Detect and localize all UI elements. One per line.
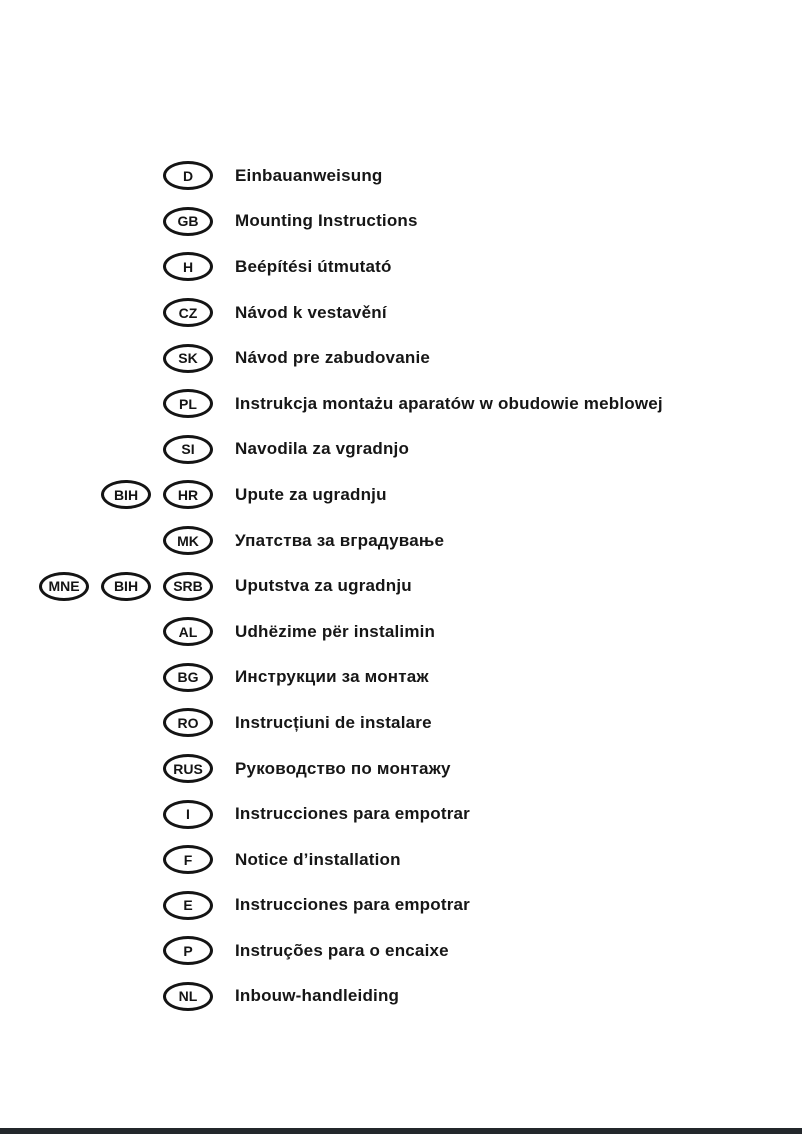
language-row: I Instrucciones para empotrar [0, 791, 663, 837]
language-row-label: Beépítési útmutató [235, 256, 392, 276]
language-code-badge: P [163, 936, 213, 966]
language-row: PL Instrukcja montażu aparatów w obudowie… [0, 381, 663, 427]
language-row-label: Uputstva za ugradnju [235, 576, 412, 596]
language-row-label: Инструкции за монтаж [235, 667, 429, 687]
language-row-label: Instrukcja montażu aparatów w obudowie m… [235, 393, 663, 413]
language-badges: MK [0, 526, 213, 556]
language-badges: PL [0, 389, 213, 419]
language-badges: D [0, 161, 213, 191]
language-row: RUS Руководство по монтажу [0, 746, 663, 792]
language-code-badge: PL [163, 389, 213, 419]
language-row-label: Udhëzime për instalimin [235, 621, 436, 641]
language-row-label: Instrucciones para empotrar [235, 895, 470, 915]
language-row-label: Instrucțiuni de instalare [235, 712, 432, 732]
language-row: F Notice d’installation [0, 837, 663, 883]
language-row-label: Upute za ugradnju [235, 484, 387, 504]
language-row: BG Инструкции за монтаж [0, 655, 663, 701]
language-row-label: Руководство по монтажу [235, 758, 451, 778]
language-badges: F [0, 845, 213, 875]
language-code-badge: SRB [163, 571, 213, 601]
language-row: H Beépítési útmutató [0, 244, 663, 290]
language-badges: H [0, 252, 213, 282]
language-badges: RO [0, 708, 213, 738]
language-row-label: Notice d’installation [235, 849, 401, 869]
language-code-badge: MK [163, 526, 213, 556]
language-row: CZ Návod k vestavění [0, 290, 663, 336]
language-row: E Instrucciones para empotrar [0, 883, 663, 929]
language-code-badge: AL [163, 617, 213, 647]
language-row: SI Navodila za vgradnjo [0, 427, 663, 473]
language-code-badge: MNE [39, 571, 89, 601]
language-row: MNE BIH SRB Uputstva za ugradnju [0, 563, 663, 609]
language-code-badge: E [163, 890, 213, 920]
language-badges: RUS [0, 754, 213, 784]
language-badges: MNE BIH SRB [0, 571, 213, 601]
language-code-badge: I [163, 799, 213, 829]
language-row-label: Упатства за вградување [235, 530, 445, 550]
language-code-badge: HR [163, 480, 213, 510]
language-row: NL Inbouw-handleiding [0, 974, 663, 1020]
language-row-label: Navodila za vgradnjo [235, 439, 410, 459]
language-row: RO Instrucțiuni de instalare [0, 700, 663, 746]
language-badges: NL [0, 981, 213, 1011]
language-code-badge: F [163, 845, 213, 875]
language-row-label: Instruções para o encaixe [235, 940, 449, 960]
language-code-badge: RO [163, 708, 213, 738]
language-code-badge: BIH [101, 480, 151, 510]
language-code-badge: D [163, 161, 213, 191]
language-row-label: Einbauanweisung [235, 165, 383, 185]
language-row: GB Mounting Instructions [0, 199, 663, 245]
language-badges: SK [0, 343, 213, 373]
language-list: D Einbauanweisung GB Mounting Instructions H… [0, 153, 663, 1019]
language-badges: SI [0, 434, 213, 464]
language-row-label: Inbouw-handleiding [235, 986, 400, 1006]
language-row: D Einbauanweisung [0, 153, 663, 199]
language-row: BIH HR Upute za ugradnju [0, 472, 663, 518]
language-row: AL Udhëzime për instalimin [0, 609, 663, 655]
language-code-badge: BIH [101, 571, 151, 601]
language-badges: AL [0, 617, 213, 647]
language-code-badge: SI [163, 434, 213, 464]
language-code-badge: GB [163, 206, 213, 236]
language-badges: CZ [0, 298, 213, 328]
language-row-label: Návod k vestavění [235, 302, 387, 322]
language-row-label: Instrucciones para empotrar [235, 804, 470, 824]
language-badges: I [0, 799, 213, 829]
language-badges: GB [0, 206, 213, 236]
language-code-badge: CZ [163, 298, 213, 328]
language-code-badge: SK [163, 343, 213, 373]
language-badges: BG [0, 662, 213, 692]
language-code-badge: BG [163, 662, 213, 692]
language-row: SK Návod pre zabudovanie [0, 335, 663, 381]
language-code-badge: H [163, 252, 213, 282]
language-code-badge: NL [163, 981, 213, 1011]
language-row-label: Mounting Instructions [235, 211, 418, 231]
language-code-badge: RUS [163, 754, 213, 784]
language-row-label: Návod pre zabudovanie [235, 348, 431, 368]
language-badges: P [0, 936, 213, 966]
language-row: MK Упатства за вградување [0, 518, 663, 564]
language-badges: E [0, 890, 213, 920]
language-row: P Instruções para o encaixe [0, 928, 663, 974]
footer-bar [0, 1128, 802, 1134]
language-badges: BIH HR [0, 480, 213, 510]
